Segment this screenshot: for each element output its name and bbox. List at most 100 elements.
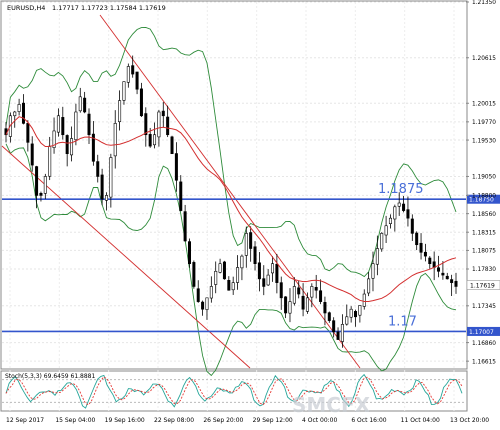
candle-bear [327,312,331,321]
candle-bear [227,279,231,291]
x-tick-label: 4 Oct 00:00 [302,417,337,424]
x-tick-label: 22 Sep 08:00 [154,417,194,424]
candle-bear [100,174,104,200]
time-axis: 12 Sep 2017 15 Sep 04:00 19 Sep 16:00 22 Se… [6,417,489,424]
candle-bear [441,272,445,276]
candle-bull [288,301,292,314]
candle-bear [35,166,39,196]
x-tick-label: 12 Sep 2017 [6,417,44,424]
header-symbol: EURUSD,H4 [7,4,45,12]
y-tick-label: 1.20015 [472,101,496,107]
candle-bear [275,263,279,283]
candle-bear [135,71,139,90]
candle-bull [340,324,344,342]
candle-bull [113,123,117,157]
y-tick-label: 1.20615 [472,56,496,62]
y-tick-label: 1.19050 [472,175,496,181]
candle-bull [305,297,309,312]
candle-bear [445,275,449,280]
stochastic-label: Stoch(5,3,3) 69.6459 61.8881 [5,373,96,380]
candle-bull [388,217,392,224]
slow-moving-average [5,116,457,302]
candle-bull [17,104,21,112]
trend-line-upper [99,14,361,369]
candle-bull [205,297,209,310]
candle-bull [52,130,56,148]
candle-bull [292,286,296,304]
candle-bear [279,282,283,299]
stoch-k-line [5,373,463,409]
candle-bear [257,262,261,280]
y-tick-label: 1.18560 [472,212,496,218]
chart-labels: EURUSD,H4 1.17717 1.17723 1.17584 1.1761… [5,4,371,417]
horizontal-levels: 1.1875 1.18750 1.17 1.17007 [2,182,500,336]
y-tick-label: 1.19770 [472,120,496,126]
level-axis-tag [467,326,500,336]
candle-bear [415,232,419,246]
candle-bear [222,261,226,280]
candle-bull [118,100,122,123]
candle-bear [148,134,152,147]
y-tick-label: 1.18800 [472,194,496,200]
candle-bear [336,331,340,340]
candle-bear [332,320,336,333]
candle-bull [70,138,74,156]
candle-bull [74,111,78,141]
y-tick-label: 1.18315 [472,230,496,236]
candle-bear [166,116,170,136]
candle-bull [122,81,126,101]
candle-bear [21,102,25,124]
candle-bull [384,225,388,236]
candle-bull [367,278,371,294]
candle-bear [450,279,454,283]
candle-bear [30,143,34,166]
candle-bear [323,302,327,314]
candle-bull [358,305,362,316]
y-tick-label: 1.21350 [472,0,496,6]
candle-bear [61,117,65,136]
level-annotation: 1.1875 [378,182,424,197]
grid [2,1,466,411]
x-tick-label: 29 Sep 12:00 [253,417,293,424]
candle-bear [253,246,257,264]
candle-bear [91,133,95,162]
candle-bull [231,282,235,291]
candle-bull [240,255,244,269]
stochastic-oscillator [2,373,466,409]
candle-bear [39,192,43,196]
candle-bear [454,280,458,287]
candle-bear [354,311,358,318]
candle-bull [109,157,113,198]
level-axis-label: 1.18750 [469,197,494,204]
candle-bear [301,295,305,310]
candle-bull [214,270,218,285]
current-price-label: 1.17619 [470,282,495,289]
price-axis: 1.21350 1.20615 1.20015 1.19770 1.19530 1.190… [466,0,500,365]
candle-bull [13,111,17,117]
candle-bear [437,267,441,272]
level-annotation: 1.17 [388,314,417,329]
candle-bear [410,218,414,234]
candle-bull [209,286,213,299]
candle-bull [153,134,157,146]
x-tick-label: 15 Sep 04:00 [55,417,95,424]
candle-bear [179,181,183,211]
upper-band [5,27,457,278]
candle-bear [65,135,69,155]
y-tick-label: 1.17345 [472,304,496,310]
x-tick-label: 13 Oct 20:00 [450,417,489,424]
candle-bear [170,136,174,155]
candle-bear [96,161,100,177]
candle-bull [266,274,270,286]
level-axis-label: 1.17007 [469,329,494,336]
candle-bull [236,267,240,283]
candle-bear [314,287,318,291]
candle-bear [139,88,143,117]
x-tick-label: 26 Sep 20:00 [203,417,243,424]
x-tick-label: 19 Sep 16:00 [105,417,145,424]
candle-bull [48,145,52,177]
candle-bull [56,115,60,133]
candle-bear [201,301,205,310]
candle-bear [423,251,427,257]
